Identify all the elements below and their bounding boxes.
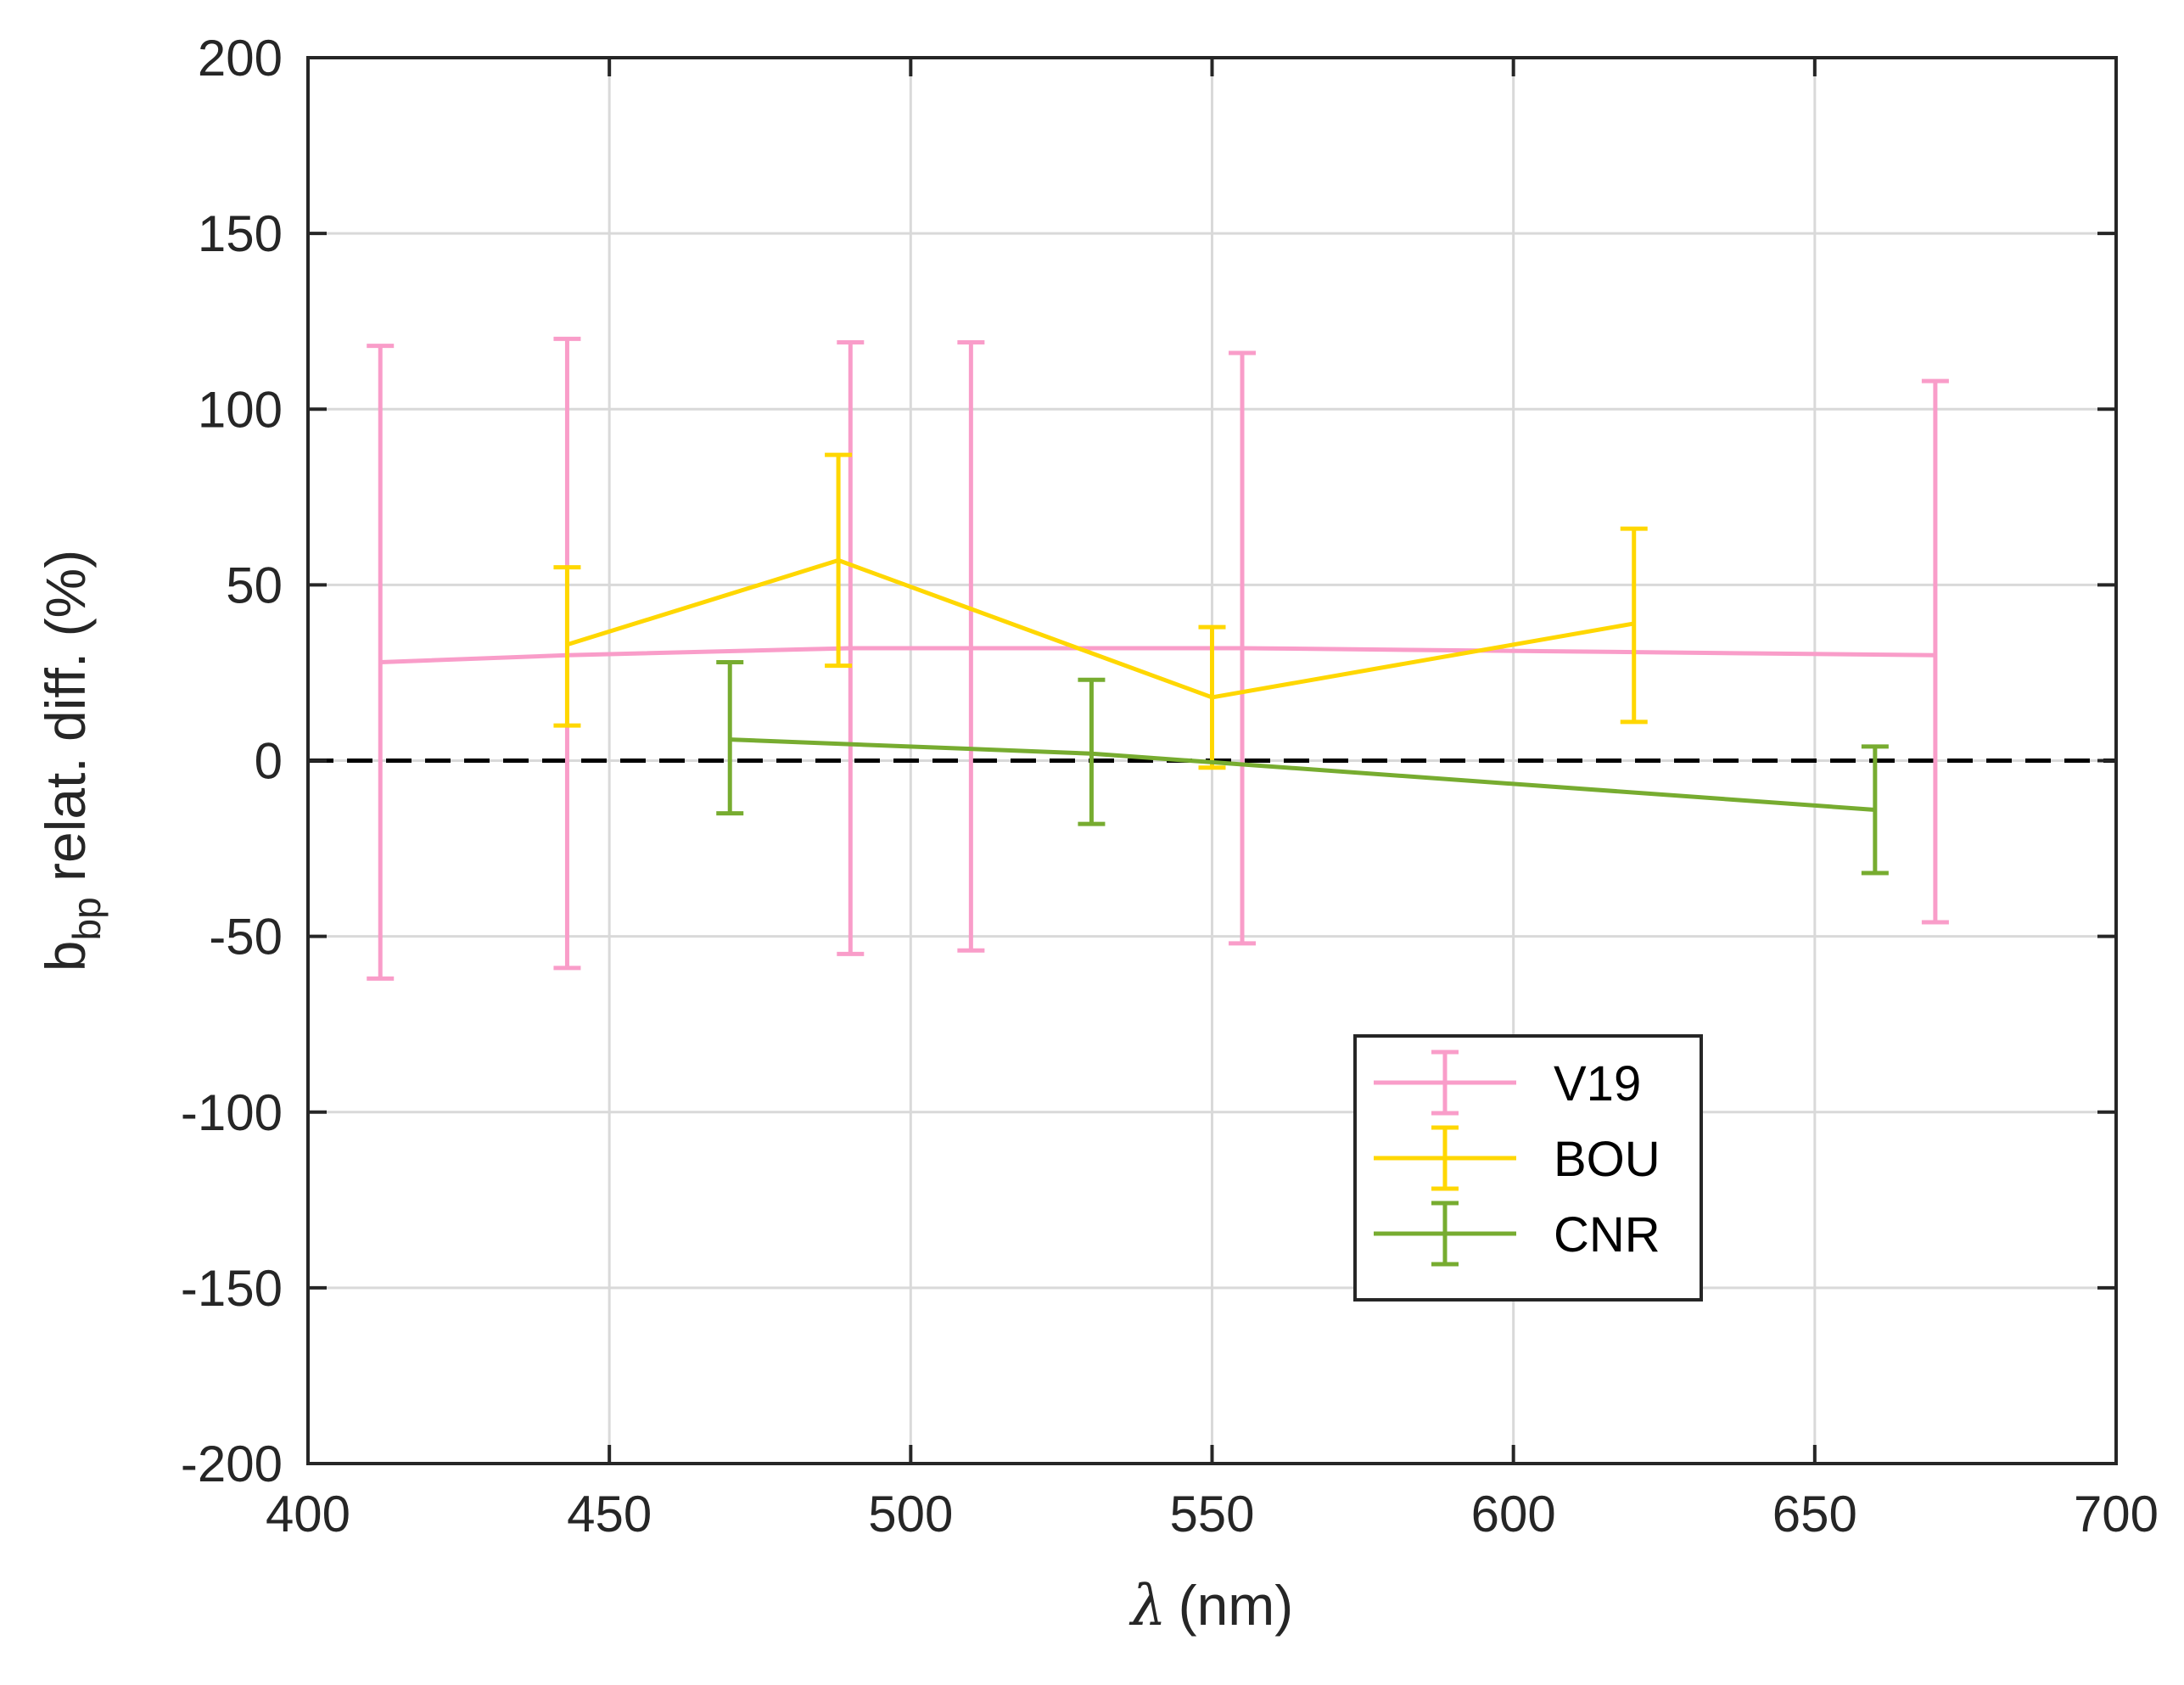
y-tick-label: 150 — [198, 205, 283, 262]
series-line-v19 — [380, 646, 1935, 665]
series-line-bou — [566, 557, 1635, 700]
y-tick-label: 0 — [255, 733, 283, 790]
legend-box — [1353, 1034, 1703, 1302]
tick-labels: 400 450 500 550 600 650 700 -200 -150 -100 -50 0 50 1… — [181, 30, 2159, 1542]
x-tick-label: 700 — [2074, 1486, 2159, 1542]
legend-item-bou: BOU — [1374, 1125, 1660, 1191]
x-tick-label: 550 — [1169, 1486, 1254, 1542]
x-axis-symbol: λ — [1128, 1573, 1167, 1638]
y-tick-label: -200 — [181, 1436, 283, 1492]
y-axis-title-main: b — [34, 941, 97, 972]
y-tick-label: -50 — [209, 909, 283, 966]
x-tick-label: 400 — [266, 1486, 350, 1542]
x-tick-label: 450 — [567, 1486, 652, 1542]
x-tick-label: 650 — [1772, 1486, 1857, 1542]
y-axis-title-subscript: bp — [64, 897, 109, 940]
x-axis-unit: (nm) — [1179, 1574, 1294, 1637]
legend-label-cnr: CNR — [1554, 1207, 1660, 1262]
series-cnr — [716, 660, 1889, 876]
legend-item-v19: V19 — [1374, 1050, 1641, 1116]
y-axis-title-rest: relat. diff. (%) — [34, 550, 97, 898]
x-tick-label: 500 — [868, 1486, 953, 1542]
y-tick-label: 100 — [198, 381, 283, 438]
y-axis-title: bbp relat. diff. (%) — [34, 550, 109, 971]
series-v19 — [367, 336, 1949, 981]
legend-label-v19: V19 — [1554, 1056, 1641, 1111]
series-group — [367, 336, 1949, 981]
y-tick-label: 200 — [198, 30, 283, 87]
x-tick-label: 600 — [1471, 1486, 1556, 1542]
legend-label-bou: BOU — [1554, 1132, 1660, 1187]
ticks — [306, 56, 2118, 1465]
y-tick-label: -100 — [181, 1084, 283, 1141]
legend: V19 BOU CNR — [1353, 1034, 1703, 1302]
x-axis-title: λ (nm) — [1128, 1573, 1294, 1638]
y-tick-label: 50 — [226, 557, 283, 613]
series-bou — [553, 452, 1648, 770]
y-tick-label: -150 — [181, 1260, 283, 1317]
legend-item-cnr: CNR — [1374, 1201, 1660, 1267]
